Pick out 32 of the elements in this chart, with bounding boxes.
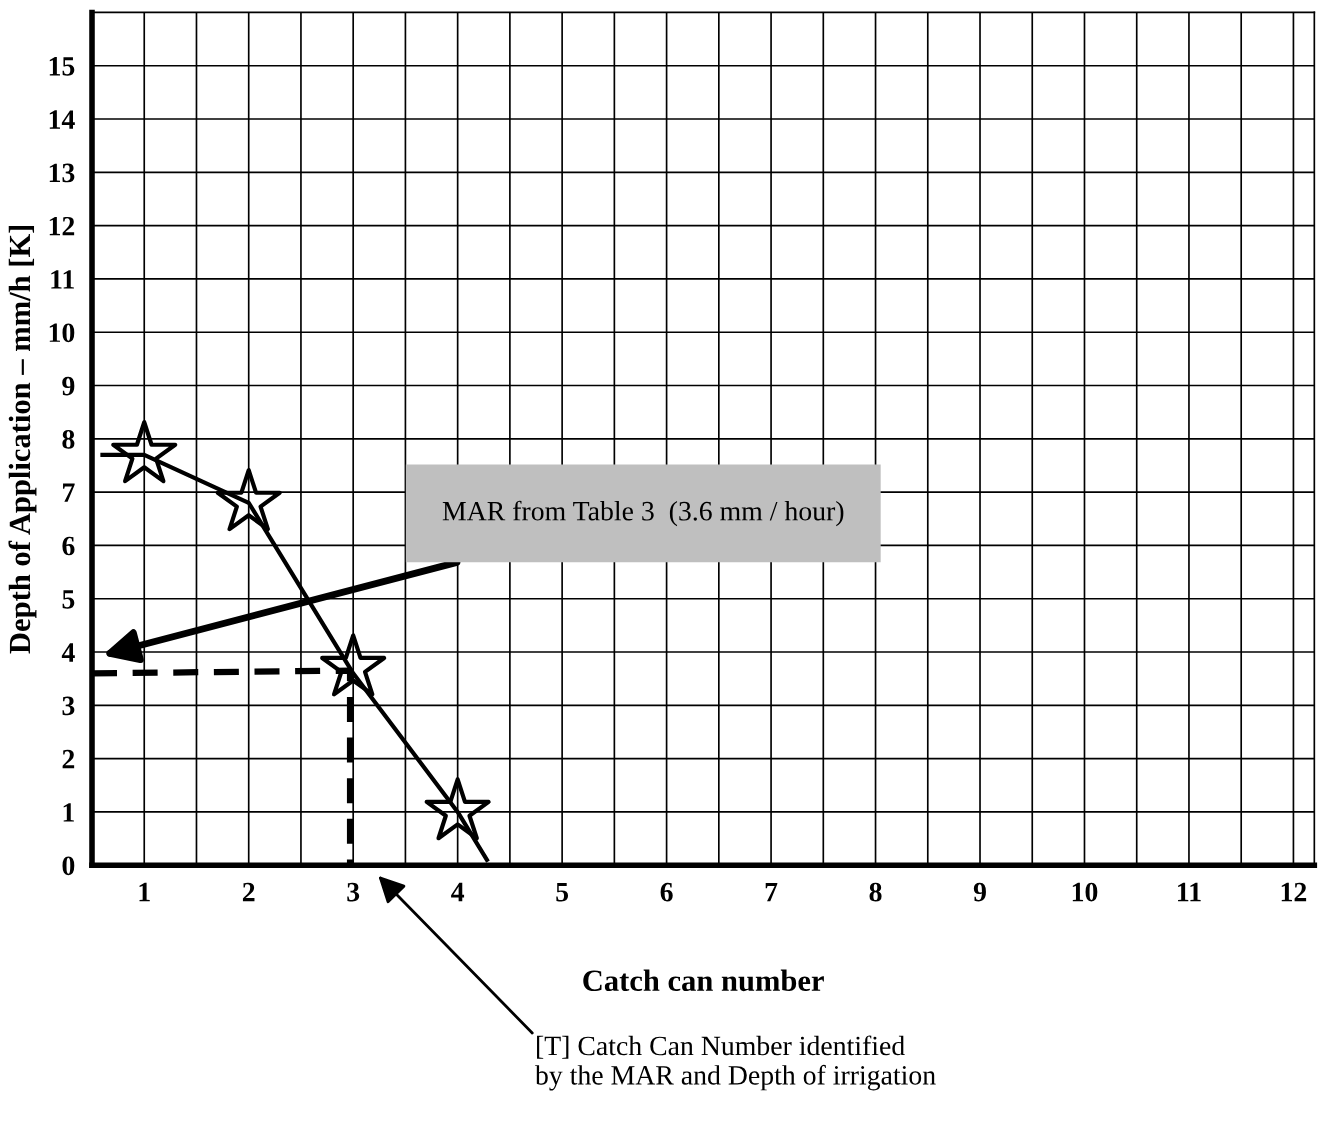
y-tick-label: 6 [62, 536, 75, 556]
y-tick-label: 8 [62, 429, 75, 449]
y-tick-label: 4 [61, 643, 75, 662]
x-tick-label: 7 [765, 882, 778, 902]
x-tick-label: 11 [1178, 882, 1201, 902]
y-tick-label: 3 [62, 696, 75, 716]
y-tick-label: 9 [62, 376, 75, 396]
text: [T] Catch Can Number identified by the MAR and Depth of irrigation [534, 1035, 936, 1091]
y-tick-label: 5 [62, 590, 75, 609]
y-tick-label: 13 [49, 163, 75, 183]
y-tick-label: 12 [49, 216, 75, 236]
x-tick-label: 6 [660, 882, 673, 902]
x-tick-label: 9 [973, 882, 986, 902]
x-tick-label: 1 [139, 882, 150, 902]
x-tick-label: 10 [1072, 882, 1098, 902]
y-tick-label: 10 [49, 323, 75, 343]
x-tick-label: 8 [869, 882, 882, 902]
x-tick-label: 5 [556, 882, 569, 902]
annotation: MAR from Table 3 (3.6 mm / hour) [442, 500, 844, 527]
y-tick-label: 2 [62, 749, 75, 769]
x-tick-label: 12 [1281, 882, 1307, 902]
y-axis-title: Depth of Application – mm/h [K] [8, 225, 37, 654]
y-tick-label: 15 [49, 57, 75, 76]
y-tick-label: 0 [62, 856, 75, 876]
y-tick-label: 11 [51, 270, 74, 289]
y-tick-label: 1 [63, 803, 74, 822]
y-tick-label: 7 [63, 483, 75, 502]
x-tick-label: 4 [451, 882, 465, 902]
x-axis-title: Catch can number [583, 969, 824, 992]
x-tick-label: 2 [242, 882, 255, 902]
x-tick-label: 3 [347, 882, 360, 902]
y-tick-label: 14 [49, 110, 75, 129]
